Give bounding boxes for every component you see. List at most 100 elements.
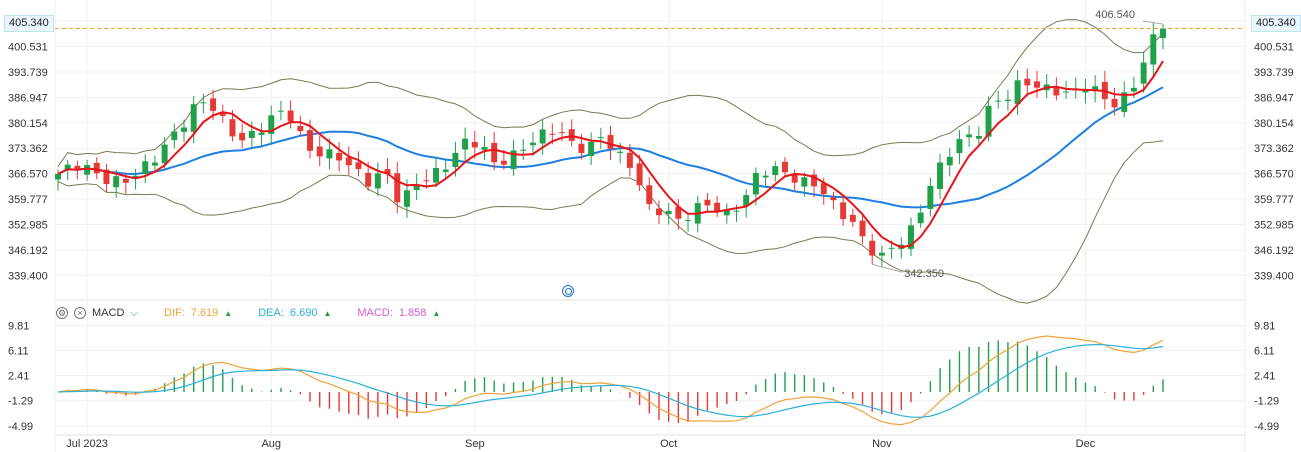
candle-body[interactable]: [200, 102, 207, 104]
indicator-name[interactable]: MACD: [92, 307, 125, 319]
candle-body[interactable]: [345, 157, 352, 166]
candle-body[interactable]: [142, 161, 149, 175]
candle-body[interactable]: [336, 152, 343, 161]
candle-body[interactable]: [685, 220, 692, 222]
candle-body[interactable]: [704, 199, 711, 206]
candle-body[interactable]: [1024, 78, 1031, 86]
candle-body[interactable]: [597, 137, 604, 139]
candle-body[interactable]: [374, 173, 381, 189]
candle-body[interactable]: [74, 165, 81, 171]
candle-body[interactable]: [1121, 92, 1128, 112]
candle-body[interactable]: [462, 138, 469, 150]
candle-body[interactable]: [510, 150, 517, 170]
candle-body[interactable]: [820, 183, 827, 194]
candle-body[interactable]: [956, 139, 963, 154]
candle-body[interactable]: [277, 110, 284, 112]
candle-body[interactable]: [287, 110, 294, 122]
candle-body[interactable]: [423, 180, 430, 182]
candle-body[interactable]: [878, 252, 885, 256]
candle-body[interactable]: [210, 98, 217, 111]
candle-body[interactable]: [655, 208, 662, 216]
candle-body[interactable]: [946, 156, 953, 166]
close-icon[interactable]: ×: [74, 307, 86, 319]
candle-body[interactable]: [995, 100, 1002, 102]
candle-body[interactable]: [626, 152, 633, 168]
candle-body[interactable]: [151, 162, 158, 166]
candle-body[interactable]: [927, 185, 934, 209]
candle-body[interactable]: [1140, 62, 1147, 84]
candle-body[interactable]: [55, 173, 61, 180]
candle-body[interactable]: [1150, 34, 1157, 65]
candle-body[interactable]: [781, 161, 788, 173]
candle-body[interactable]: [869, 240, 876, 256]
candle-body[interactable]: [1082, 89, 1089, 93]
candle-body[interactable]: [500, 160, 507, 165]
candle-body[interactable]: [539, 129, 546, 144]
scroll-to-latest-icon[interactable]: [562, 285, 574, 297]
candle-body[interactable]: [122, 178, 129, 183]
candle-body[interactable]: [714, 202, 721, 212]
candle-body[interactable]: [675, 206, 682, 219]
candle-body[interactable]: [840, 202, 847, 220]
candle-body[interactable]: [830, 197, 837, 201]
gear-icon[interactable]: ⚙: [56, 307, 68, 319]
candle-body[interactable]: [1092, 86, 1099, 92]
candle-body[interactable]: [93, 162, 100, 174]
candle-body[interactable]: [801, 177, 808, 187]
candle-body[interactable]: [413, 184, 420, 190]
candle-body[interactable]: [559, 132, 566, 134]
candle-body[interactable]: [1130, 87, 1137, 92]
chevron-down-icon[interactable]: ⌵: [130, 307, 138, 319]
candle-body[interactable]: [268, 115, 275, 134]
candle-body[interactable]: [646, 185, 653, 205]
candle-body[interactable]: [326, 149, 333, 159]
candle-body[interactable]: [491, 142, 498, 163]
candle-body[interactable]: [723, 209, 730, 216]
candle-body[interactable]: [307, 130, 313, 151]
candle-body[interactable]: [752, 172, 759, 195]
candle-body[interactable]: [403, 190, 410, 207]
candle-body[interactable]: [1053, 87, 1060, 96]
candle-body[interactable]: [578, 143, 585, 154]
candle-body[interactable]: [588, 141, 595, 157]
candle-body[interactable]: [64, 164, 71, 170]
candle-body[interactable]: [811, 174, 818, 187]
candle-body[interactable]: [1063, 91, 1070, 93]
candle-body[interactable]: [849, 214, 856, 222]
candle-body[interactable]: [549, 133, 556, 135]
candle-body[interactable]: [365, 172, 372, 187]
candle-body[interactable]: [103, 169, 110, 185]
candle-body[interactable]: [433, 167, 440, 183]
candle-body[interactable]: [452, 152, 459, 168]
candle-body[interactable]: [1034, 81, 1040, 88]
candle-body[interactable]: [762, 175, 769, 178]
candle-body[interactable]: [297, 125, 304, 132]
candle-body[interactable]: [84, 165, 91, 175]
candle-body[interactable]: [908, 225, 914, 249]
candle-body[interactable]: [733, 210, 740, 212]
candle-body[interactable]: [219, 113, 226, 116]
candle-body[interactable]: [888, 247, 895, 249]
candle-body[interactable]: [394, 173, 401, 203]
candle-body[interactable]: [859, 220, 866, 237]
candle-body[interactable]: [607, 135, 614, 149]
candle-body[interactable]: [113, 176, 120, 188]
candle-body[interactable]: [471, 141, 478, 148]
candle-body[interactable]: [617, 151, 624, 153]
candle-body[interactable]: [529, 142, 536, 146]
candle-body[interactable]: [181, 127, 187, 132]
candle-body[interactable]: [171, 131, 178, 141]
candle-body[interactable]: [258, 132, 265, 135]
candle-body[interactable]: [161, 144, 168, 164]
candle-body[interactable]: [975, 135, 982, 139]
candle-body[interactable]: [743, 195, 750, 207]
candle-body[interactable]: [229, 119, 236, 137]
candle-body[interactable]: [1014, 80, 1021, 105]
candle-body[interactable]: [665, 210, 672, 214]
candle-body[interactable]: [384, 169, 391, 174]
candle-body[interactable]: [937, 162, 944, 190]
candle-body[interactable]: [1160, 28, 1166, 39]
candle-body[interactable]: [316, 146, 323, 157]
candle-body[interactable]: [442, 169, 449, 173]
candle-body[interactable]: [636, 163, 643, 186]
